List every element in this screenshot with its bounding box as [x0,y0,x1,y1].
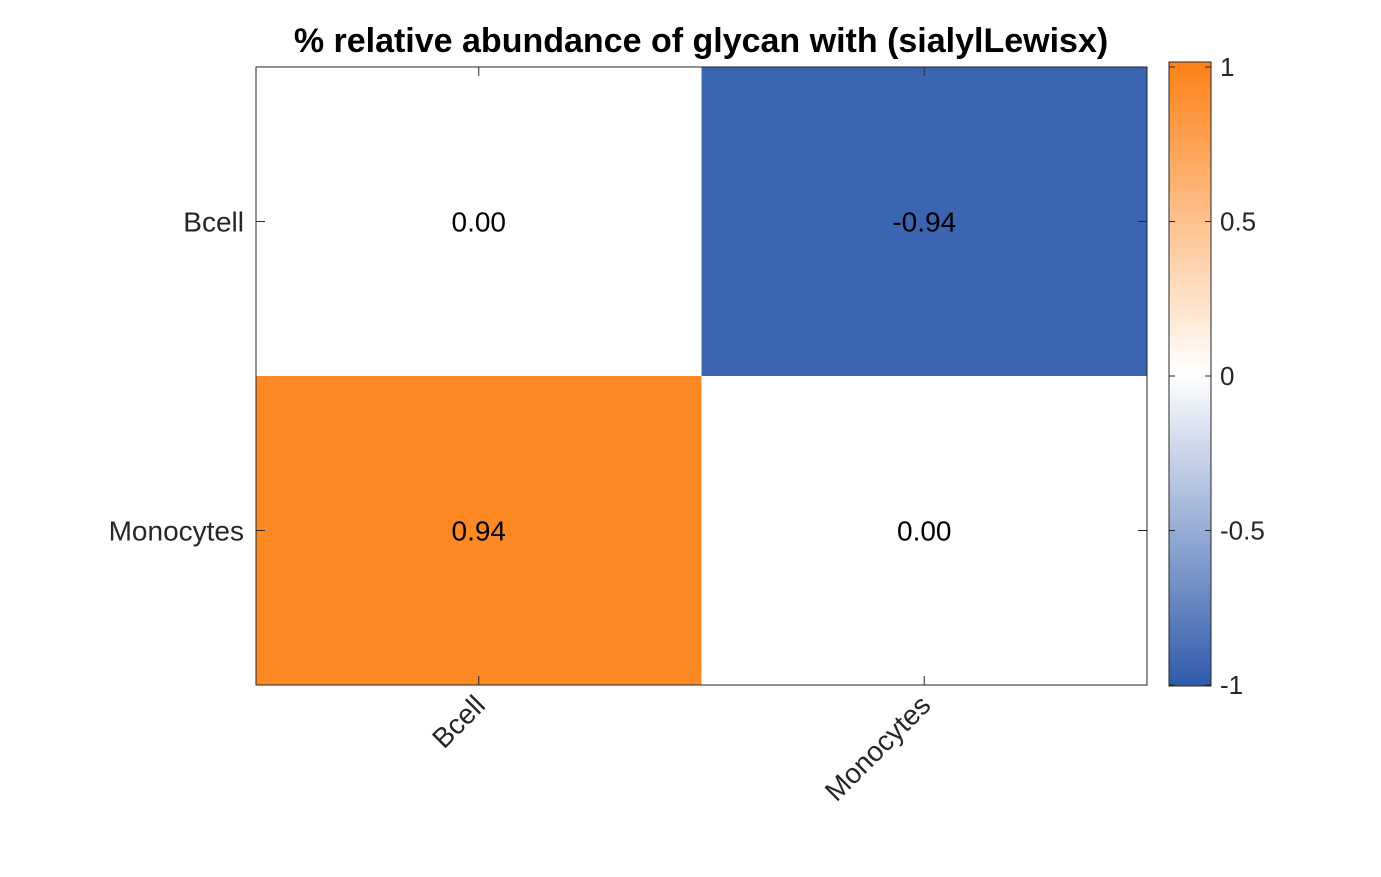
x-tick-label: Bcell [426,689,491,754]
colorbar-tick-label: 0.5 [1220,207,1256,237]
x-tick-label: Monocytes [819,689,937,807]
colorbar: -1 -0.5 0 0.5 1 [1168,52,1265,700]
colorbar-tick-label: -0.5 [1220,516,1265,546]
plot-frame [255,66,1148,686]
y-tick-label: Monocytes [109,516,244,547]
cell-value-label: 0.00 [897,516,952,547]
heatmap-cell [256,67,702,376]
colorbar-tick-label: 0 [1220,361,1234,391]
heatmap-cell [701,67,1147,376]
chart-title: % relative abundance of glycan with (sia… [294,22,1108,60]
heatmap-cell [256,376,702,685]
cell-value-label: 0.94 [452,516,507,547]
heatmap-cell [701,376,1147,685]
cell-value-label: -0.94 [892,207,956,238]
colorbar-ticks: -1 -0.5 0 0.5 1 [1169,52,1265,700]
colorbar-tick-label: -1 [1220,670,1243,700]
axis-ticks [256,67,1147,685]
colorbar-tick-label: 1 [1220,52,1234,82]
y-axis-tick-labels: Bcell Monocytes [109,207,244,547]
heatmap-cell-labels: 0.00 -0.94 0.94 0.00 [452,207,957,547]
x-axis-tick-labels: Bcell Monocytes [426,689,936,807]
cell-value-label: 0.00 [452,207,507,238]
y-tick-label: Bcell [183,207,244,238]
heatmap-cells [256,67,1147,685]
colorbar-gradient [1168,61,1212,687]
